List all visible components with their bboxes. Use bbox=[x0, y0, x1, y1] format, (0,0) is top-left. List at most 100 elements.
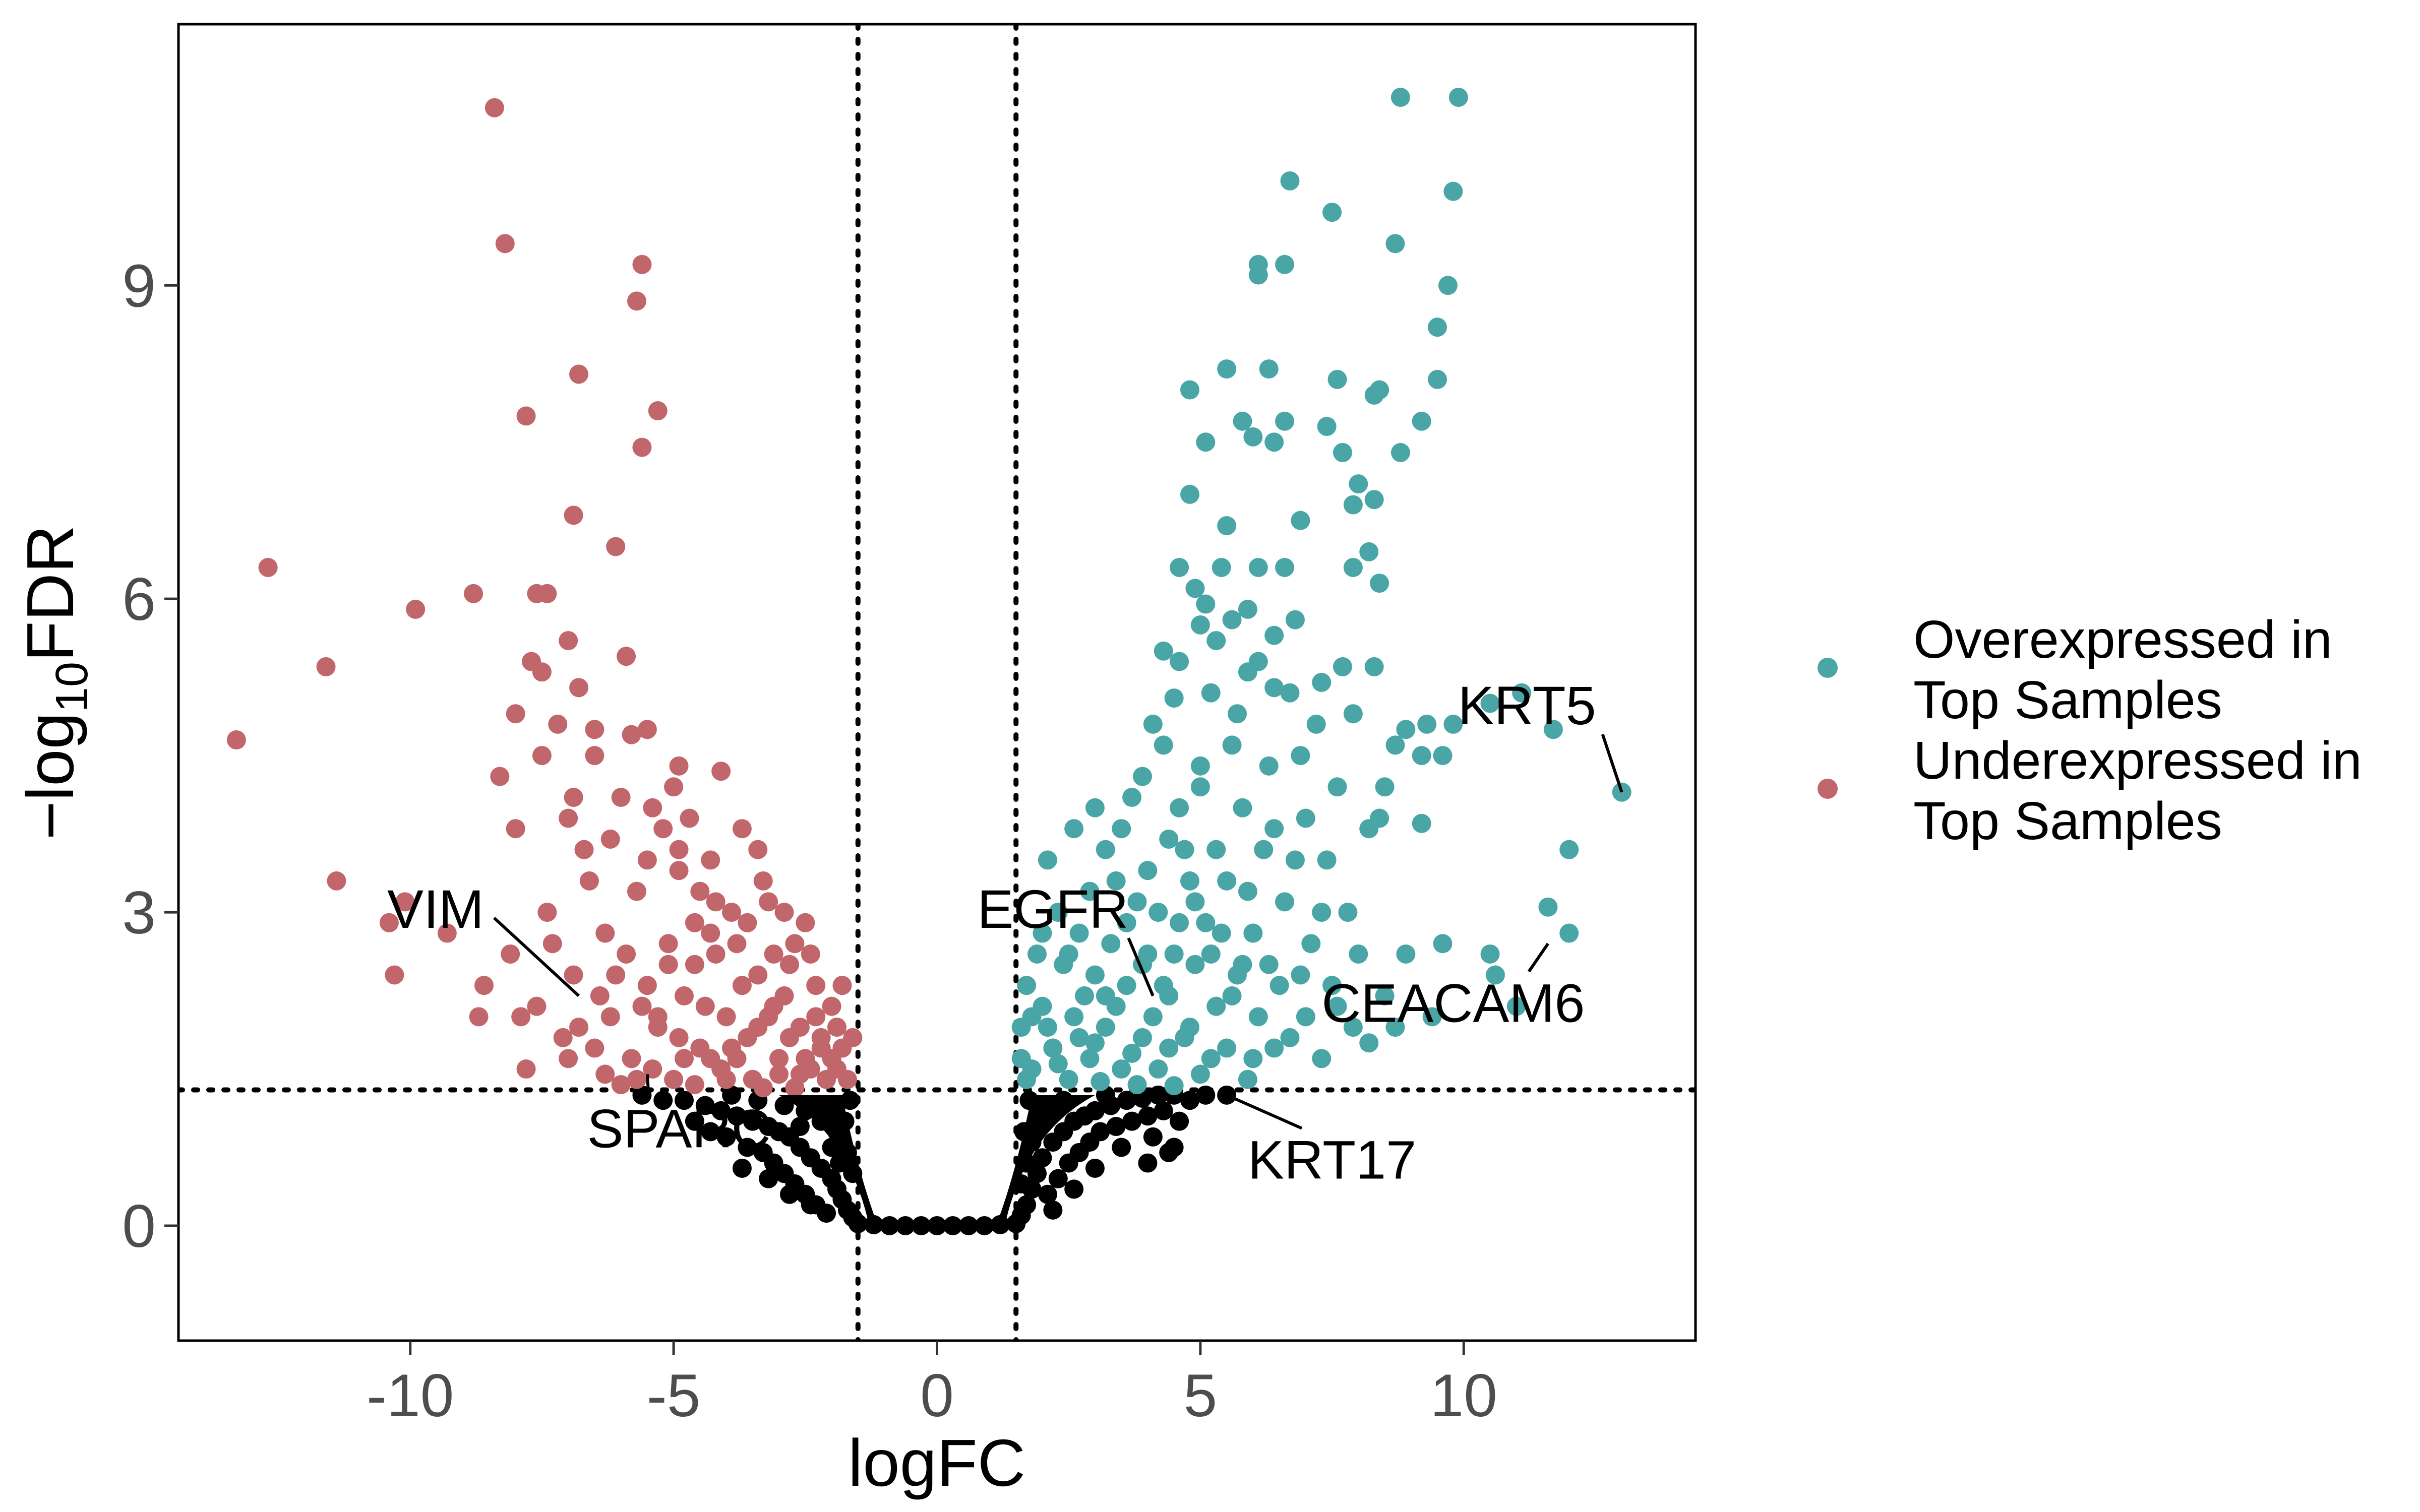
over-point bbox=[1185, 892, 1205, 912]
over-point bbox=[1228, 704, 1247, 724]
under-point bbox=[695, 996, 715, 1016]
under-point bbox=[532, 746, 552, 766]
under-point bbox=[542, 934, 562, 954]
over-point bbox=[1390, 88, 1410, 107]
gene-label-ceacam6: CEACAM6 bbox=[1321, 973, 1585, 1034]
over-point bbox=[1143, 1007, 1163, 1027]
over-point bbox=[1238, 599, 1257, 619]
ns-point bbox=[790, 1117, 810, 1137]
over-point bbox=[1154, 735, 1173, 755]
under-point bbox=[469, 1007, 489, 1027]
over-point bbox=[1364, 490, 1384, 510]
under-point bbox=[548, 714, 568, 734]
y-axis-title-subscript: 10 bbox=[47, 662, 97, 712]
over-point bbox=[1148, 1059, 1168, 1079]
over-point bbox=[1180, 484, 1199, 504]
over-point bbox=[1485, 965, 1505, 985]
under-point bbox=[701, 850, 720, 870]
ns-point bbox=[743, 1111, 762, 1131]
under-point bbox=[537, 584, 557, 603]
under-point bbox=[564, 506, 583, 525]
over-point bbox=[1433, 934, 1453, 954]
ns-point bbox=[1017, 1195, 1037, 1215]
y-tick-label: 3 bbox=[122, 879, 156, 947]
gene-label-leader bbox=[493, 916, 580, 997]
ns-point bbox=[1138, 1106, 1158, 1126]
under-point bbox=[837, 1069, 857, 1089]
legend-label-line: Underexpressed in bbox=[1913, 731, 2362, 790]
under-point bbox=[516, 406, 536, 426]
under-point bbox=[569, 678, 589, 698]
ns-point bbox=[1085, 1158, 1105, 1178]
under-point bbox=[769, 1064, 789, 1084]
ns-point bbox=[1106, 1117, 1126, 1137]
over-point bbox=[1212, 557, 1231, 577]
ns-point bbox=[1048, 1169, 1068, 1188]
over-point bbox=[1185, 955, 1205, 974]
under-point bbox=[685, 955, 704, 974]
over-point bbox=[1196, 432, 1216, 452]
over-point bbox=[1148, 903, 1168, 922]
over-point bbox=[1248, 1007, 1268, 1027]
under-point bbox=[832, 976, 852, 995]
under-point bbox=[564, 788, 583, 807]
ns-point bbox=[1164, 1138, 1184, 1157]
under-point bbox=[622, 725, 641, 744]
under-point bbox=[527, 996, 547, 1016]
over-point bbox=[1043, 1038, 1063, 1058]
ns-point bbox=[1154, 1101, 1173, 1120]
ns-point bbox=[779, 1184, 799, 1204]
ns-point bbox=[1196, 1085, 1216, 1105]
over-point bbox=[1085, 965, 1105, 985]
over-point bbox=[1333, 443, 1352, 462]
over-point bbox=[1212, 923, 1231, 943]
under-point bbox=[537, 903, 557, 922]
under-point bbox=[669, 840, 689, 859]
over-point bbox=[1190, 756, 1210, 776]
over-point bbox=[1343, 704, 1363, 724]
legend: Overexpressed in Top SamplesUnderexpresse… bbox=[1818, 610, 2362, 851]
under-point bbox=[669, 861, 689, 880]
under-point bbox=[701, 923, 720, 943]
over-point bbox=[1359, 542, 1379, 561]
ns-point bbox=[1112, 1138, 1131, 1157]
under-point bbox=[327, 871, 346, 891]
under-point bbox=[664, 1069, 684, 1089]
over-point bbox=[1417, 714, 1437, 734]
over-point bbox=[1285, 610, 1305, 629]
ns-point bbox=[1043, 1200, 1063, 1220]
over-point bbox=[1201, 1049, 1221, 1068]
under-point bbox=[716, 1007, 736, 1027]
over-point bbox=[1438, 276, 1458, 295]
under-point bbox=[627, 291, 646, 311]
over-point bbox=[1096, 840, 1115, 859]
over-point bbox=[1233, 798, 1252, 817]
over-point bbox=[1338, 903, 1358, 922]
over-point bbox=[1222, 986, 1242, 1005]
under-point bbox=[796, 913, 815, 932]
over-point bbox=[1448, 88, 1468, 107]
under-point bbox=[501, 944, 520, 964]
over-legend-label: Overexpressed in Top Samples bbox=[1913, 610, 2332, 730]
over-point bbox=[1091, 1072, 1110, 1091]
y-axis: 0 3 6 9 bbox=[122, 24, 180, 1341]
over-point bbox=[1217, 1038, 1237, 1058]
under-point bbox=[559, 631, 578, 651]
under-point bbox=[611, 788, 631, 807]
ns-point bbox=[1038, 1184, 1057, 1204]
over-point bbox=[1343, 557, 1363, 577]
under-point bbox=[569, 1018, 589, 1037]
under-point bbox=[600, 829, 620, 849]
under-point bbox=[711, 762, 731, 781]
under-point bbox=[606, 965, 626, 985]
over-point bbox=[1333, 657, 1352, 676]
over-point bbox=[1048, 1054, 1068, 1074]
over-point bbox=[1185, 579, 1205, 598]
over-point bbox=[1122, 1043, 1142, 1063]
over-point bbox=[1217, 871, 1237, 891]
over-point bbox=[1243, 923, 1263, 943]
under-point bbox=[748, 965, 768, 985]
under-point bbox=[658, 955, 678, 974]
under-point bbox=[637, 720, 657, 739]
over-point bbox=[1196, 913, 1216, 932]
